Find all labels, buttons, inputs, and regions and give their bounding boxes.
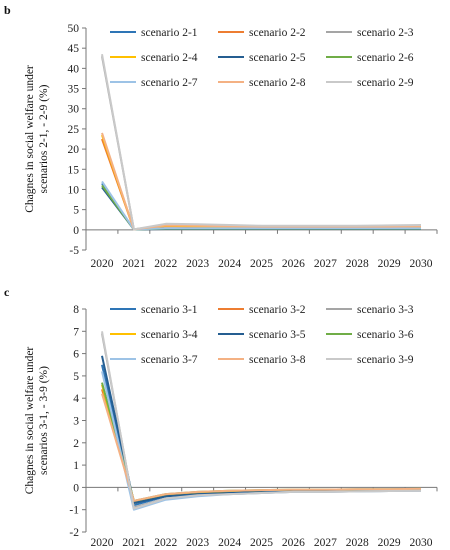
y-axis-label: Chagnes in social welfare under scenarios… (24, 347, 50, 495)
series-line (101, 331, 422, 510)
series-line (101, 186, 421, 231)
legend-label: scenario 3-3 (357, 304, 414, 316)
legend-label: scenario 3-2 (249, 304, 306, 316)
x-tick-label: 2024 (218, 258, 241, 270)
y-tick-label: 25 (68, 124, 80, 136)
legend-label: scenario 3-9 (357, 354, 414, 366)
series-line (101, 180, 421, 231)
y-axis-label-line: Chagnes in social welfare under (24, 347, 36, 495)
x-tick-label: 2030 (410, 537, 433, 549)
y-axis-label: Chagnes in social welfare under scenarios… (24, 65, 50, 213)
x-tick-label: 2024 (218, 537, 241, 549)
y-tick-label: 10 (68, 184, 80, 196)
x-tick-label: 2027 (314, 537, 337, 549)
x-tick-label: 2030 (410, 258, 433, 270)
y-axis-label-line: Chagnes in social welfare under (24, 65, 36, 213)
y-tick-label: 0 (73, 482, 79, 494)
y-tick-label: 30 (68, 104, 80, 116)
x-tick-label: 2029 (378, 537, 401, 549)
x-tick-label: 2023 (186, 537, 209, 549)
y-tick-label: 35 (68, 84, 80, 96)
series-line (101, 393, 422, 502)
legend-label: scenario 2-1 (141, 27, 198, 39)
y-tick-label: 15 (68, 164, 80, 176)
y-tick-label: 4 (73, 393, 79, 405)
series-line (101, 184, 421, 231)
y-tick-label: 7 (73, 326, 79, 338)
legend-label: scenario 3-7 (141, 354, 198, 366)
legend-label: scenario 2-7 (141, 77, 198, 89)
y-tick-label: -1 (69, 505, 79, 517)
y-tick-label: 50 (68, 23, 80, 35)
legend-label: scenario 3-4 (141, 329, 198, 341)
x-tick-label: 2028 (346, 537, 369, 549)
x-tick-label: 2027 (314, 258, 337, 270)
x-tick-label: 2029 (378, 258, 401, 270)
legend-label: scenario 2-2 (249, 27, 306, 39)
y-tick-label: 3 (73, 416, 79, 428)
panel-label: b (4, 3, 11, 17)
y-tick-label: -2 (69, 527, 79, 539)
x-tick-label: 2023 (186, 258, 209, 270)
x-tick-label: 2022 (154, 537, 177, 549)
series-line (101, 134, 422, 231)
legend-label: scenario 2-5 (249, 52, 306, 64)
x-tick-label: 2022 (154, 258, 177, 270)
y-tick-label: 8 (73, 304, 79, 316)
legend-label: scenario 2-6 (357, 52, 414, 64)
series-line (101, 138, 422, 231)
y-tick-label: 5 (73, 205, 79, 217)
x-tick-label: 2026 (282, 537, 305, 549)
legend-label: scenario 2-8 (249, 77, 306, 89)
series-line (101, 182, 421, 231)
panel-label: c (4, 285, 10, 299)
legend-label: scenario 2-9 (357, 77, 414, 89)
x-tick-label: 2028 (346, 258, 369, 270)
y-tick-label: 20 (68, 144, 80, 156)
x-tick-label: 2026 (282, 258, 305, 270)
series-line (101, 355, 422, 504)
y-tick-label: 40 (68, 63, 80, 75)
x-tick-label: 2025 (250, 537, 273, 549)
series-line (101, 364, 422, 507)
y-tick-label: 1 (73, 460, 79, 472)
legend-label: scenario 2-3 (357, 27, 414, 39)
y-tick-label: 0 (73, 225, 79, 237)
series-line (101, 384, 421, 504)
x-tick-label: 2025 (250, 258, 273, 270)
legend-label: scenario 3-5 (249, 329, 306, 341)
y-tick-label: 45 (68, 43, 80, 55)
y-tick-label: 6 (73, 349, 79, 361)
series-line (101, 54, 422, 231)
y-tick-label: 5 (73, 371, 79, 383)
x-tick-label: 2020 (90, 537, 113, 549)
y-tick-label: -5 (69, 245, 79, 257)
y-axis-label-line: scenarios 2-1, - 2-9 (%) (38, 84, 50, 193)
y-tick-label: 2 (73, 438, 79, 450)
legend-label: scenario 3-6 (357, 329, 414, 341)
legend-label: scenario 3-1 (141, 304, 198, 316)
series-line (101, 132, 422, 231)
legend-label: scenario 2-4 (141, 52, 198, 64)
x-tick-label: 2021 (122, 537, 145, 549)
series-line (101, 382, 422, 502)
legend-label: scenario 3-8 (249, 354, 306, 366)
chart-panel-c: c -2 -1 0 1 2 3 4 5 6 7 8 2020 2021 2022 2023 2024 2025 20… (4, 285, 438, 549)
x-tick-label: 2021 (122, 258, 145, 270)
x-tick-label: 2020 (90, 258, 113, 270)
y-axis-label-line: scenarios 3-1, - 3-9 (%) (38, 366, 50, 475)
series-line (101, 389, 421, 502)
